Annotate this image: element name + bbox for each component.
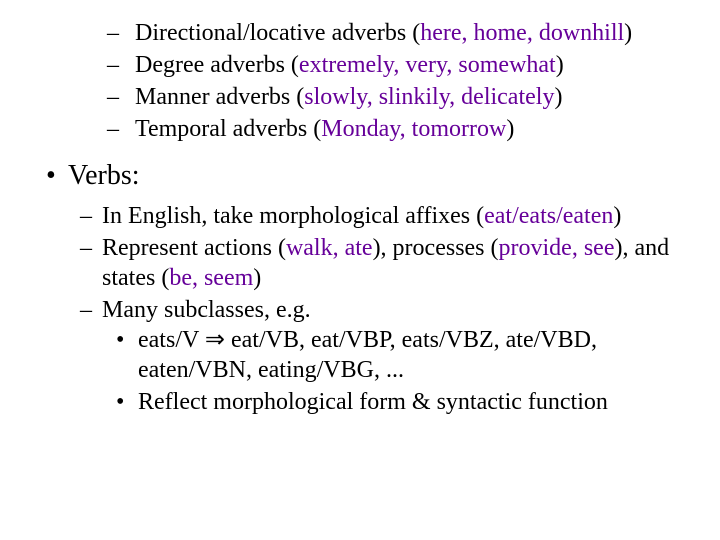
text-run: Many subclasses, e.g.: [102, 297, 311, 323]
closing-paren: ): [506, 116, 514, 142]
text-run: Represent actions (: [102, 235, 286, 261]
adverb-examples: here, home, downhill: [420, 20, 624, 46]
closing-paren: ): [613, 203, 621, 229]
implies-symbol: ⇒: [205, 327, 225, 353]
slide-body: Directional/locative adverbs (here, home…: [0, 0, 720, 417]
list-item: Manner adverbs (slowly, slinkily, delica…: [135, 82, 680, 112]
adverb-examples: slowly, slinkily, delicately: [304, 84, 554, 110]
verbs-heading: Verbs:: [68, 158, 680, 193]
text-run: In English, take morphological affixes (: [102, 203, 484, 229]
closing-paren: ): [554, 84, 562, 110]
verb-examples: walk, ate: [286, 235, 373, 261]
verb-examples: provide, see: [499, 235, 615, 261]
closing-paren: ): [624, 20, 632, 46]
list-item: Directional/locative adverbs (here, home…: [135, 18, 680, 48]
list-item: Temporal adverbs (Monday, tomorrow): [135, 114, 680, 144]
adverb-type-label: Temporal adverbs (: [135, 116, 321, 142]
list-item: Represent actions (walk, ate), processes…: [102, 233, 680, 293]
verb-examples: be, seem: [169, 265, 253, 291]
closing-paren: ): [556, 52, 564, 78]
text-run: Reflect morphological form & syntactic f…: [138, 389, 608, 415]
adverb-examples: extremely, very, somewhat: [299, 52, 556, 78]
text-run: eats/V: [138, 327, 205, 353]
verbs-heading-list: Verbs:: [40, 158, 680, 193]
adverb-type-label: Directional/locative adverbs (: [135, 20, 420, 46]
text-run: ), processes (: [373, 235, 499, 261]
verbs-subsublist: eats/V ⇒ eat/VB, eat/VBP, eats/VBZ, ate/…: [102, 325, 680, 417]
list-item: In English, take morphological affixes (…: [102, 201, 680, 231]
adverb-list: Directional/locative adverbs (here, home…: [40, 18, 680, 144]
verb-examples: eat/eats/eaten: [484, 203, 613, 229]
list-item: eats/V ⇒ eat/VB, eat/VBP, eats/VBZ, ate/…: [138, 325, 680, 385]
adverb-examples: Monday, tomorrow: [321, 116, 506, 142]
verbs-sublist: In English, take morphological affixes (…: [40, 201, 680, 417]
adverb-type-label: Degree adverbs (: [135, 52, 299, 78]
list-item: Reflect morphological form & syntactic f…: [138, 387, 680, 417]
closing-paren: ): [253, 265, 261, 291]
adverb-type-label: Manner adverbs (: [135, 84, 304, 110]
list-item: Degree adverbs (extremely, very, somewha…: [135, 50, 680, 80]
list-item: Many subclasses, e.g. eats/V ⇒ eat/VB, e…: [102, 295, 680, 417]
